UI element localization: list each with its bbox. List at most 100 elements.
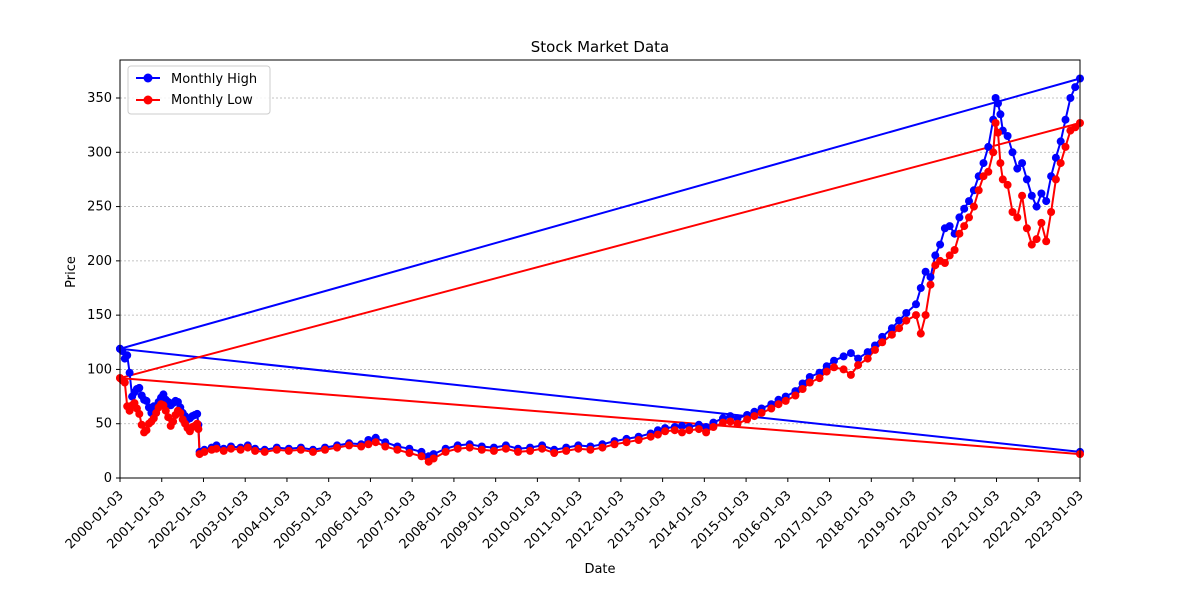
data-point (272, 445, 281, 454)
data-point (798, 379, 807, 388)
data-point (863, 348, 872, 357)
data-point (634, 436, 643, 444)
data-point (678, 428, 686, 437)
data-point (863, 354, 872, 363)
data-point (526, 446, 535, 455)
y-tick-label: 250 (87, 200, 112, 215)
data-point (1051, 153, 1060, 162)
data-point (135, 409, 144, 418)
data-point (137, 420, 146, 429)
data-point (142, 426, 151, 435)
y-tick-label: 0 (104, 471, 112, 486)
data-point (726, 417, 735, 426)
data-point (333, 443, 342, 452)
data-point (931, 251, 940, 260)
data-point (1047, 208, 1056, 216)
data-point (1042, 237, 1051, 246)
y-tick-label: 200 (87, 254, 112, 269)
data-point (984, 142, 993, 151)
data-point (610, 440, 619, 449)
data-point (743, 415, 752, 424)
data-point (960, 204, 969, 213)
data-point (757, 408, 766, 417)
data-point (998, 175, 1007, 184)
data-point (453, 444, 462, 453)
data-point (887, 324, 896, 333)
data-point (381, 442, 390, 451)
data-point (514, 447, 522, 456)
legend-label-high: Monthly High (171, 72, 257, 87)
data-point (465, 443, 474, 452)
data-point (489, 446, 498, 455)
data-point (774, 400, 783, 409)
data-point (839, 352, 848, 361)
data-point (839, 365, 848, 374)
data-point (193, 409, 202, 418)
data-point (965, 213, 973, 222)
data-point (1027, 240, 1036, 249)
data-point (996, 110, 1005, 119)
data-point (194, 425, 203, 434)
data-point (921, 267, 930, 276)
x-axis-label: Date (584, 562, 615, 577)
data-point (830, 356, 838, 365)
legend: Monthly High Monthly Low (127, 65, 271, 115)
data-point (123, 351, 132, 360)
data-point (661, 427, 670, 436)
y-tick-label: 50 (95, 417, 112, 432)
data-point (1056, 137, 1065, 146)
data-point (945, 222, 954, 231)
data-point (815, 374, 824, 383)
y-tick-label: 300 (87, 145, 112, 160)
data-point (871, 345, 879, 354)
data-point (1066, 94, 1075, 102)
data-point (791, 391, 800, 400)
data-point (1018, 191, 1027, 200)
y-axis-label: Price (64, 256, 79, 288)
data-point (895, 316, 904, 325)
data-point (429, 454, 438, 463)
data-point (1008, 208, 1017, 216)
data-point (1042, 197, 1051, 206)
y-tick-label: 150 (87, 308, 112, 323)
data-point (1027, 191, 1036, 200)
data-point (994, 128, 1002, 137)
legend-box (127, 65, 271, 115)
data-point (1037, 189, 1046, 198)
data-point (719, 418, 727, 427)
data-point (501, 444, 510, 453)
data-point (284, 446, 293, 455)
data-point (805, 373, 814, 381)
data-point (1061, 142, 1070, 151)
data-point (846, 370, 855, 379)
data-point (996, 159, 1005, 168)
data-point (830, 363, 838, 372)
data-point (940, 259, 949, 267)
data-point (955, 213, 964, 222)
chart-title: Stock Market Data (531, 38, 669, 56)
series-layer (116, 74, 1084, 466)
data-point (798, 385, 807, 393)
data-point (260, 447, 269, 456)
data-point (965, 197, 973, 206)
data-point (574, 444, 583, 453)
data-point (176, 408, 185, 417)
y-tick-label: 350 (87, 91, 112, 106)
data-point (296, 445, 305, 454)
data-point (989, 148, 998, 157)
data-point (622, 438, 631, 447)
plot-area-frame (119, 59, 1081, 479)
data-point (1003, 180, 1012, 189)
data-point (161, 406, 170, 415)
data-point (912, 311, 920, 320)
data-point (125, 368, 134, 377)
legend-label-low: Monthly Low (171, 93, 253, 108)
data-point (945, 251, 954, 260)
data-point (767, 404, 776, 413)
data-point (902, 316, 911, 325)
data-point (345, 441, 354, 450)
data-point (912, 300, 920, 309)
data-point (846, 349, 855, 358)
data-point (694, 425, 703, 434)
data-point (357, 442, 366, 451)
